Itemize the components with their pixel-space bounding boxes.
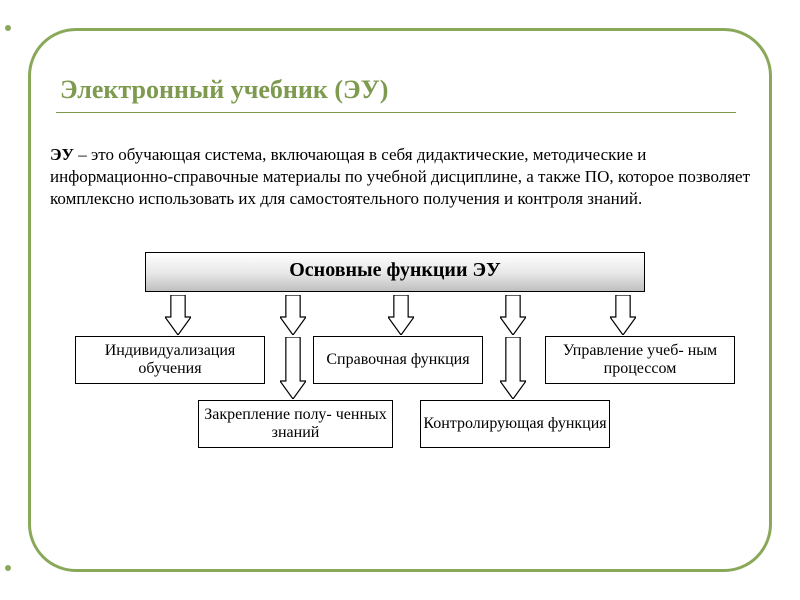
definition-paragraph: ЭУ – это обучающая система, включающая в…: [50, 144, 750, 209]
main-functions-box: Основные функции ЭУ: [145, 252, 645, 292]
arrow-row1-1: [280, 295, 306, 335]
arrow-row2-1: [500, 337, 526, 399]
leaf-row1-0: Индивидуализация обучения: [75, 336, 265, 384]
corner-dot-bl: [5, 565, 11, 571]
leaf-row2-1: Контролирующая функция: [420, 400, 610, 448]
leaf-row1-1: Справочная функция: [313, 336, 483, 384]
arrow-row1-4: [610, 295, 636, 335]
slide: Электронный учебник (ЭУ) ЭУ – это обучаю…: [0, 0, 800, 600]
definition-lead: ЭУ: [50, 145, 74, 164]
corner-dot-tl: [5, 25, 11, 31]
arrow-row1-0: [165, 295, 191, 335]
title-underline: [56, 112, 736, 113]
arrow-row1-2: [388, 295, 414, 335]
leaf-row2-0: Закрепление полу- ченных знаний: [198, 400, 393, 448]
slide-title: Электронный учебник (ЭУ): [60, 75, 388, 105]
arrow-row1-3: [500, 295, 526, 335]
definition-rest: – это обучающая система, включающая в се…: [50, 145, 750, 208]
arrow-row2-0: [280, 337, 306, 399]
leaf-row1-2: Управление учеб- ным процессом: [545, 336, 735, 384]
